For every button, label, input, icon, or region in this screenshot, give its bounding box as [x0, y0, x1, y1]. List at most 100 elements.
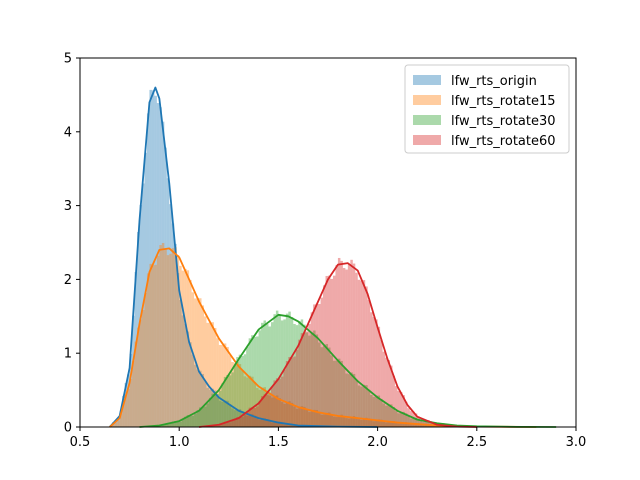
bar — [218, 424, 222, 427]
bar — [139, 319, 142, 427]
bar — [270, 386, 274, 427]
bar — [318, 412, 321, 427]
bar — [417, 416, 420, 427]
bar — [390, 404, 393, 427]
bar — [414, 423, 418, 427]
bar — [315, 303, 319, 427]
bar — [119, 413, 123, 427]
legend: lfw_rts_origin lfw_rts_rotate15 lfw_rts_ro… — [404, 64, 570, 154]
bar — [320, 297, 324, 427]
bar — [330, 355, 333, 427]
bar — [350, 417, 353, 427]
bar — [345, 418, 348, 427]
bar — [357, 419, 361, 427]
bar — [246, 377, 249, 427]
bar — [122, 395, 125, 427]
bar — [273, 396, 276, 427]
bar — [332, 360, 336, 427]
bar — [377, 419, 381, 427]
bar — [270, 397, 274, 427]
bar — [216, 425, 219, 427]
bar — [189, 415, 192, 427]
bar — [211, 393, 214, 427]
bar — [295, 325, 299, 427]
bar — [380, 419, 383, 427]
bar — [424, 420, 428, 427]
bar — [290, 402, 294, 427]
bar — [280, 376, 284, 427]
bar — [201, 305, 204, 427]
bar — [166, 424, 170, 427]
y-tick-label: 3 — [64, 199, 72, 214]
series-bars-lfw_rts_rotate15 — [109, 242, 524, 427]
bar — [290, 317, 294, 427]
bar — [223, 343, 227, 427]
bar — [390, 365, 393, 427]
bar — [238, 354, 242, 427]
bar — [337, 415, 341, 427]
bar — [149, 263, 152, 427]
bar — [310, 312, 314, 427]
bar — [263, 394, 266, 427]
bar — [208, 397, 212, 427]
bar — [213, 393, 217, 427]
bar — [298, 407, 301, 427]
kde-line-lfw_rts_origin — [109, 86, 378, 428]
bar — [117, 418, 120, 427]
bar — [127, 389, 130, 427]
bar — [280, 423, 284, 427]
bar — [213, 425, 217, 427]
bar — [377, 326, 381, 427]
bar — [114, 422, 118, 427]
bar — [206, 322, 209, 427]
bar — [427, 420, 430, 427]
bar — [352, 263, 356, 427]
bar — [243, 414, 247, 427]
bar — [218, 400, 222, 427]
bar — [241, 416, 244, 427]
bar — [221, 383, 224, 427]
bar — [161, 242, 165, 427]
kde-line-lfw_rts_rotate15 — [109, 247, 537, 428]
bar — [146, 113, 150, 427]
bar — [385, 405, 388, 427]
bar — [305, 332, 309, 427]
bar — [196, 369, 200, 427]
bar — [419, 419, 423, 427]
bar — [278, 314, 281, 427]
bar — [318, 342, 321, 427]
bar — [179, 421, 182, 427]
bar — [174, 421, 177, 427]
bar — [412, 418, 415, 427]
bar — [241, 411, 244, 427]
bar — [390, 421, 393, 427]
bar — [144, 292, 147, 427]
bar — [184, 323, 187, 427]
bar — [201, 406, 204, 427]
bar — [372, 421, 376, 427]
bar — [283, 403, 286, 427]
legend-label-lfw_rts_rotate15: lfw_rts_rotate15 — [451, 94, 556, 109]
bar — [199, 298, 202, 427]
bar — [174, 247, 177, 427]
bar — [253, 382, 257, 427]
bar — [380, 398, 383, 427]
bar — [137, 327, 140, 427]
bar — [204, 406, 207, 427]
kde-line-lfw_rts_rotate60 — [198, 262, 477, 428]
bar — [199, 370, 202, 427]
bar — [218, 344, 222, 427]
bar — [258, 419, 262, 427]
bar — [218, 390, 222, 427]
bar — [323, 414, 326, 427]
bar — [313, 409, 316, 427]
bar — [298, 321, 301, 427]
bar — [412, 424, 415, 427]
bar — [375, 395, 378, 427]
bar — [226, 346, 229, 427]
bar — [355, 272, 358, 427]
bar — [211, 322, 214, 427]
bar — [228, 375, 232, 427]
bar — [268, 392, 271, 427]
